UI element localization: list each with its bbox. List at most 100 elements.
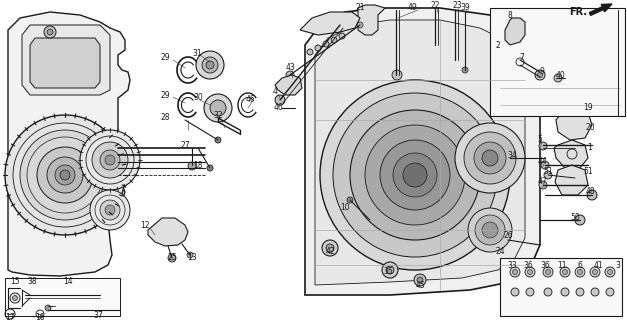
Circle shape [539, 142, 547, 150]
Circle shape [525, 267, 535, 277]
Text: 14: 14 [63, 277, 73, 286]
Text: 1: 1 [587, 143, 593, 153]
Circle shape [468, 208, 512, 252]
Circle shape [475, 215, 505, 245]
Text: 20: 20 [585, 124, 595, 132]
Text: 10: 10 [340, 204, 350, 212]
Text: 29: 29 [160, 53, 170, 62]
Text: 31: 31 [192, 49, 202, 58]
Circle shape [526, 288, 534, 296]
Text: 38: 38 [27, 277, 37, 286]
Polygon shape [315, 20, 525, 285]
Text: 13: 13 [187, 253, 197, 262]
Circle shape [577, 269, 582, 275]
Circle shape [37, 147, 93, 203]
Circle shape [105, 205, 115, 215]
FancyArrow shape [589, 4, 612, 15]
Circle shape [286, 71, 294, 79]
Polygon shape [300, 12, 360, 35]
Circle shape [347, 197, 353, 203]
Circle shape [307, 49, 313, 55]
Circle shape [474, 142, 506, 174]
Circle shape [92, 142, 128, 178]
Circle shape [331, 37, 337, 43]
Circle shape [168, 254, 176, 262]
Text: 26: 26 [503, 230, 513, 239]
Circle shape [527, 269, 532, 275]
Polygon shape [555, 165, 588, 195]
Circle shape [464, 132, 516, 184]
Text: 17: 17 [5, 314, 15, 320]
Circle shape [482, 150, 498, 166]
Circle shape [326, 244, 334, 252]
Bar [490, 8, 625, 116]
Text: 2: 2 [495, 41, 500, 50]
Text: 48: 48 [585, 188, 595, 196]
Circle shape [357, 22, 363, 28]
Circle shape [511, 288, 519, 296]
Text: FR.: FR. [569, 7, 587, 17]
Circle shape [207, 165, 213, 171]
Polygon shape [305, 8, 540, 295]
Circle shape [545, 269, 551, 275]
Circle shape [393, 153, 437, 197]
Text: 18: 18 [193, 161, 203, 170]
Circle shape [339, 33, 345, 39]
Circle shape [90, 190, 130, 230]
Text: 35: 35 [383, 268, 393, 276]
Circle shape [188, 162, 196, 170]
Text: 29: 29 [160, 91, 170, 100]
Text: 9: 9 [540, 68, 544, 76]
Circle shape [204, 94, 232, 122]
Circle shape [539, 181, 547, 189]
Circle shape [44, 26, 56, 38]
Circle shape [365, 125, 465, 225]
Text: 46: 46 [245, 95, 255, 105]
Circle shape [543, 267, 553, 277]
Text: 51: 51 [543, 167, 553, 177]
Circle shape [544, 288, 552, 296]
Text: 25: 25 [167, 253, 177, 262]
Circle shape [55, 165, 75, 185]
Circle shape [20, 130, 110, 220]
Circle shape [206, 61, 214, 69]
Polygon shape [554, 140, 588, 168]
Circle shape [575, 215, 585, 225]
Circle shape [215, 137, 221, 143]
Text: 43: 43 [285, 63, 295, 73]
Text: 36: 36 [523, 260, 533, 269]
Text: 39: 39 [460, 4, 470, 12]
Polygon shape [505, 18, 525, 45]
Circle shape [590, 267, 600, 277]
Text: 50: 50 [570, 213, 580, 222]
Text: 51: 51 [583, 167, 593, 177]
Circle shape [575, 267, 585, 277]
Circle shape [560, 267, 570, 277]
Text: 41: 41 [593, 260, 603, 269]
Circle shape [210, 100, 226, 116]
Text: 36: 36 [540, 260, 550, 269]
Polygon shape [148, 218, 188, 246]
Text: 23: 23 [452, 1, 462, 10]
Polygon shape [358, 5, 385, 35]
Circle shape [510, 267, 520, 277]
Text: 44: 44 [537, 157, 547, 166]
Circle shape [80, 130, 140, 190]
Circle shape [100, 200, 120, 220]
Circle shape [593, 269, 598, 275]
Circle shape [323, 41, 329, 47]
Circle shape [455, 123, 525, 193]
Text: 49: 49 [407, 4, 417, 12]
Circle shape [13, 295, 18, 300]
Circle shape [544, 171, 552, 179]
Circle shape [561, 288, 569, 296]
Circle shape [608, 269, 613, 275]
Circle shape [606, 288, 614, 296]
Circle shape [196, 51, 224, 79]
Circle shape [275, 95, 285, 105]
Circle shape [562, 269, 567, 275]
Text: 4: 4 [273, 87, 277, 97]
Circle shape [187, 252, 193, 258]
Text: 34: 34 [507, 150, 517, 159]
Text: 11: 11 [557, 260, 567, 269]
